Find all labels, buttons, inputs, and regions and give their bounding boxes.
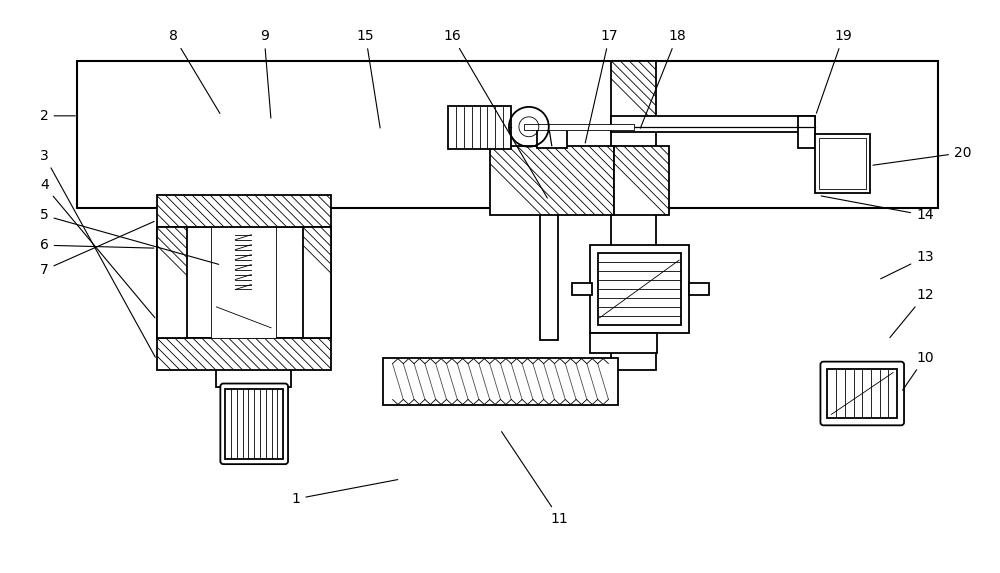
Bar (157, 337, 331, 370)
Bar (524, 124, 634, 129)
Text: 16: 16 (443, 29, 547, 198)
Bar (383, 358, 618, 406)
Text: 12: 12 (890, 288, 934, 337)
Text: 13: 13 (881, 250, 934, 279)
Bar (598, 253, 681, 325)
Text: 10: 10 (903, 351, 934, 390)
Text: 20: 20 (873, 146, 971, 165)
Bar (157, 227, 187, 337)
Bar (590, 245, 689, 333)
Text: 3: 3 (40, 148, 155, 357)
Bar (157, 337, 331, 370)
Text: 18: 18 (640, 29, 686, 128)
Bar (798, 116, 815, 148)
FancyBboxPatch shape (220, 383, 288, 464)
Bar (157, 195, 331, 227)
Text: 1: 1 (292, 480, 398, 506)
Text: 2: 2 (40, 109, 75, 123)
Text: 11: 11 (502, 431, 569, 526)
Text: 6: 6 (40, 238, 154, 252)
Text: 8: 8 (169, 29, 220, 113)
Text: 5: 5 (40, 209, 219, 264)
FancyBboxPatch shape (820, 362, 904, 425)
Bar (448, 106, 511, 148)
Text: 9: 9 (260, 29, 271, 118)
Bar (614, 146, 669, 215)
Bar (303, 227, 331, 337)
Text: 17: 17 (585, 29, 618, 143)
Bar (216, 367, 291, 387)
Bar (490, 146, 614, 215)
Bar (157, 227, 187, 337)
Bar (819, 138, 866, 190)
Bar (572, 283, 592, 295)
Bar (827, 368, 897, 418)
Text: 4: 4 (40, 179, 155, 317)
Bar (611, 61, 656, 370)
Bar (490, 146, 614, 215)
Bar (157, 195, 331, 227)
Bar (689, 283, 709, 295)
Text: 14: 14 (821, 196, 934, 222)
Bar (225, 388, 283, 459)
Text: 15: 15 (357, 29, 380, 128)
Bar (77, 61, 938, 209)
Bar (590, 333, 657, 352)
Bar (611, 116, 815, 132)
Bar (211, 227, 276, 337)
Bar (540, 201, 558, 340)
Bar (537, 128, 567, 148)
Bar (611, 61, 656, 370)
Text: 7: 7 (40, 221, 154, 277)
Bar (157, 227, 331, 337)
Text: 19: 19 (816, 29, 852, 113)
Bar (815, 134, 870, 194)
Bar (614, 146, 669, 215)
Bar (303, 227, 331, 337)
